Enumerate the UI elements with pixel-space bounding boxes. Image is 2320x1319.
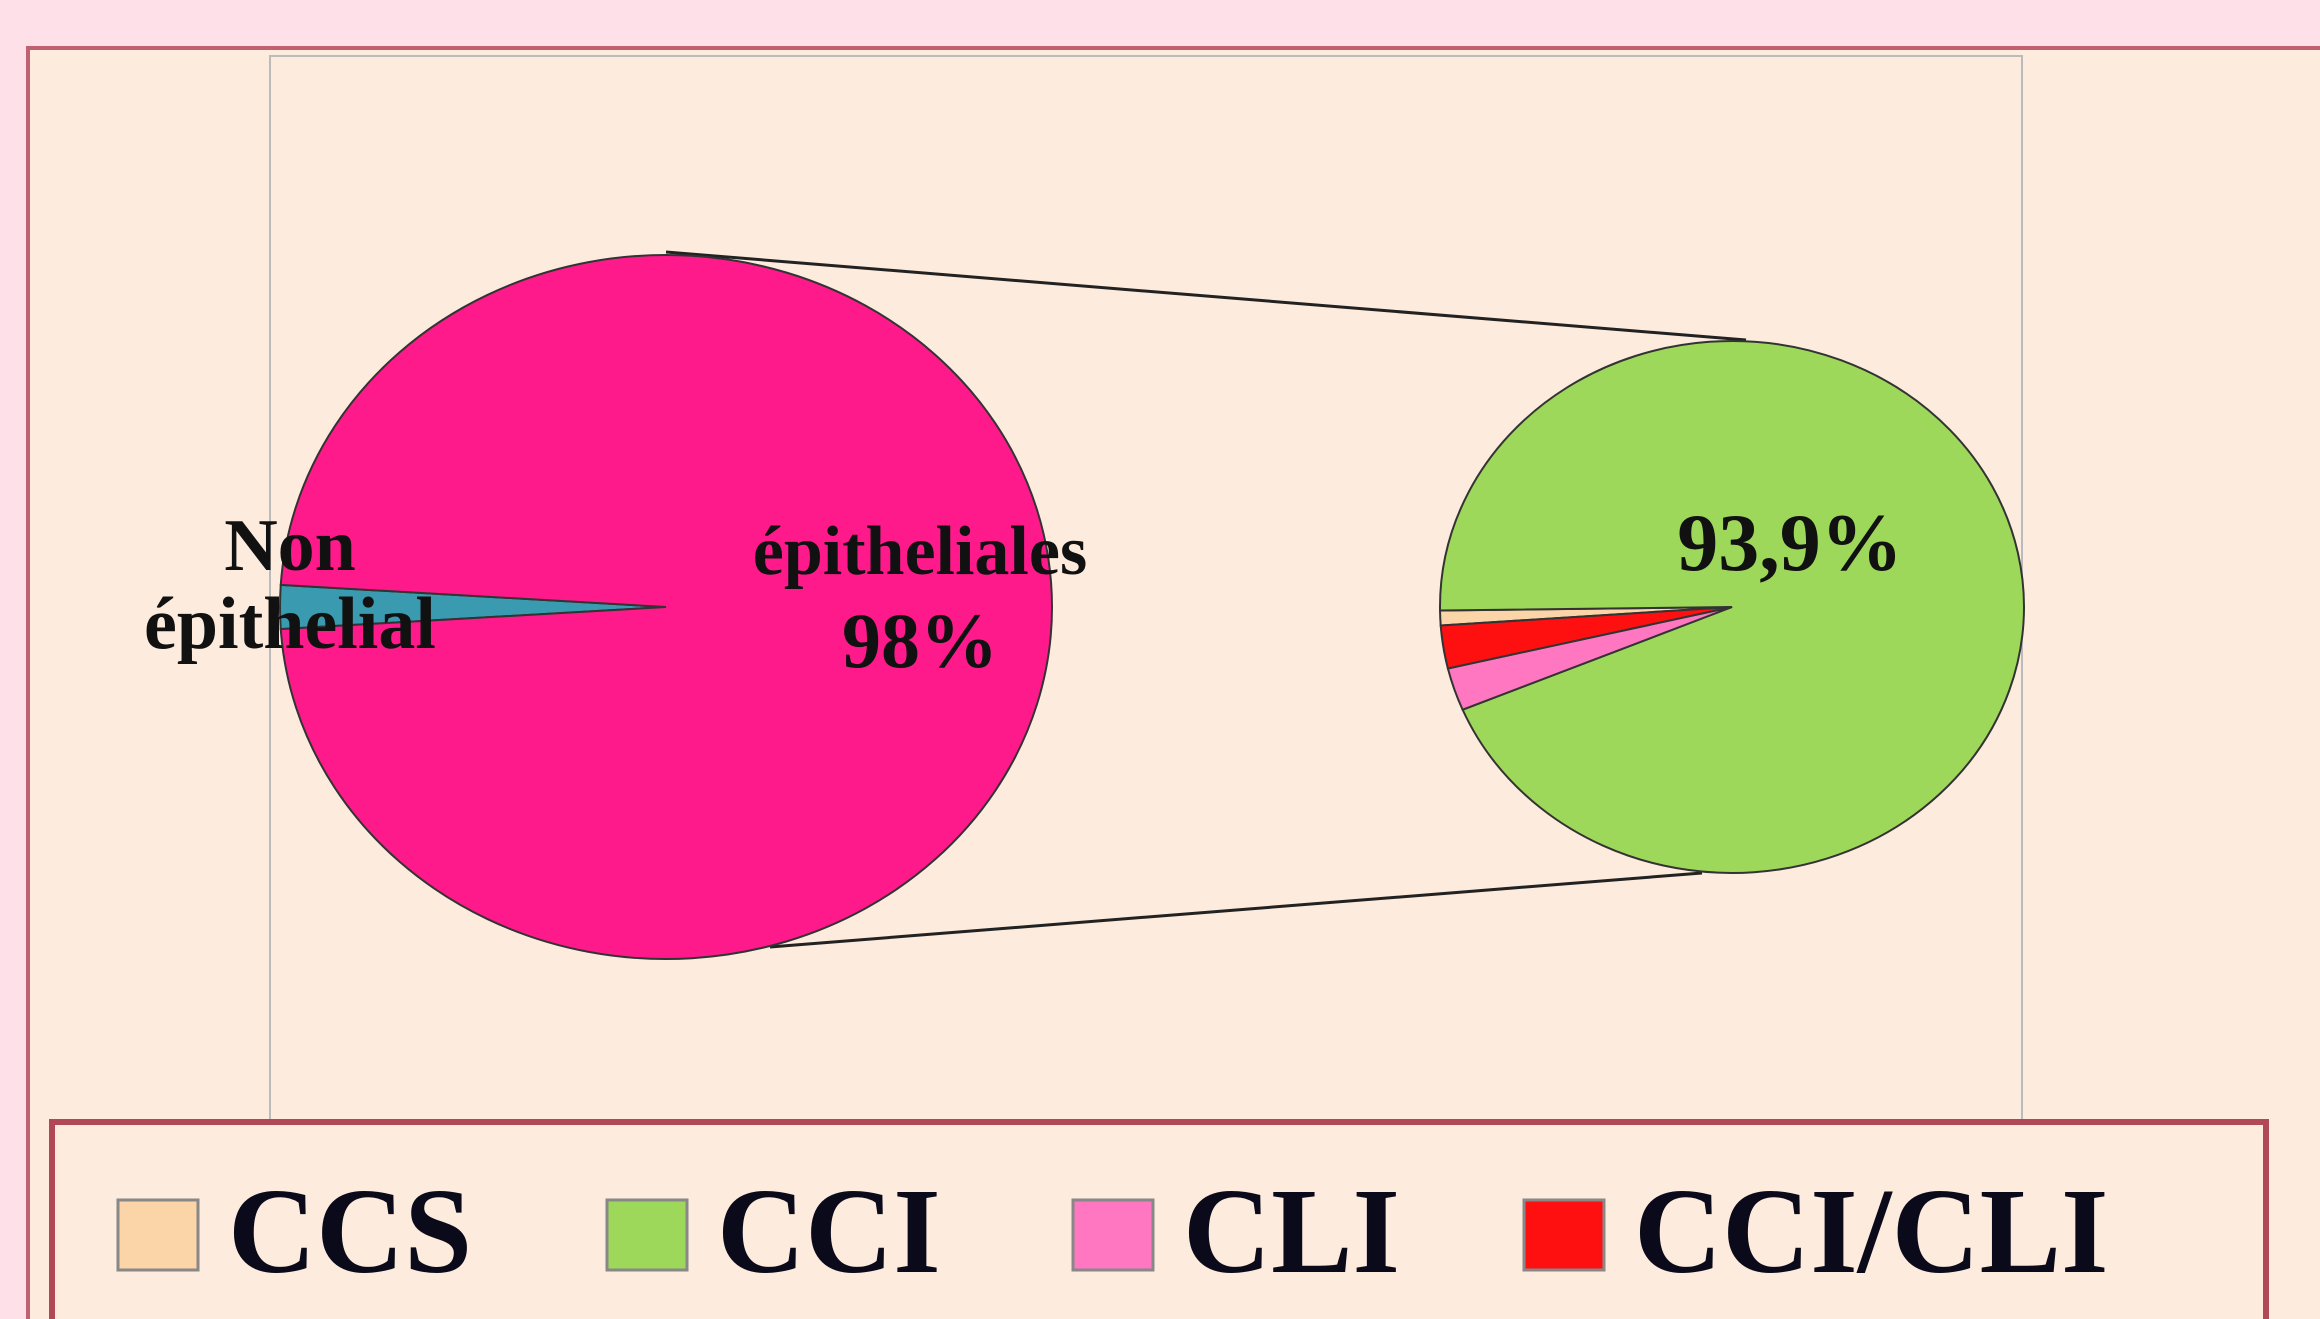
slice-label: épitheliales bbox=[752, 513, 1088, 590]
legend-swatch bbox=[116, 1198, 200, 1272]
connector bbox=[665, 250, 1747, 342]
pie-slice bbox=[279, 254, 1054, 960]
legend-swatch bbox=[1522, 1198, 1606, 1272]
legend-swatch bbox=[1071, 1198, 1155, 1272]
connector bbox=[769, 871, 1703, 949]
slice-label: Non épithelial bbox=[144, 505, 436, 665]
legend-label: CCI bbox=[717, 1164, 941, 1299]
legend-box bbox=[49, 1119, 2269, 1319]
legend-label: CCI/CLI bbox=[1634, 1164, 2109, 1299]
pie-slice bbox=[1439, 606, 1733, 670]
legend-label: CLI bbox=[1183, 1164, 1400, 1299]
value-label: 98% bbox=[842, 597, 998, 684]
value-label: 93,9% bbox=[1677, 497, 1903, 588]
legend-swatch bbox=[605, 1198, 689, 1272]
legend-label: CCS bbox=[228, 1164, 472, 1299]
